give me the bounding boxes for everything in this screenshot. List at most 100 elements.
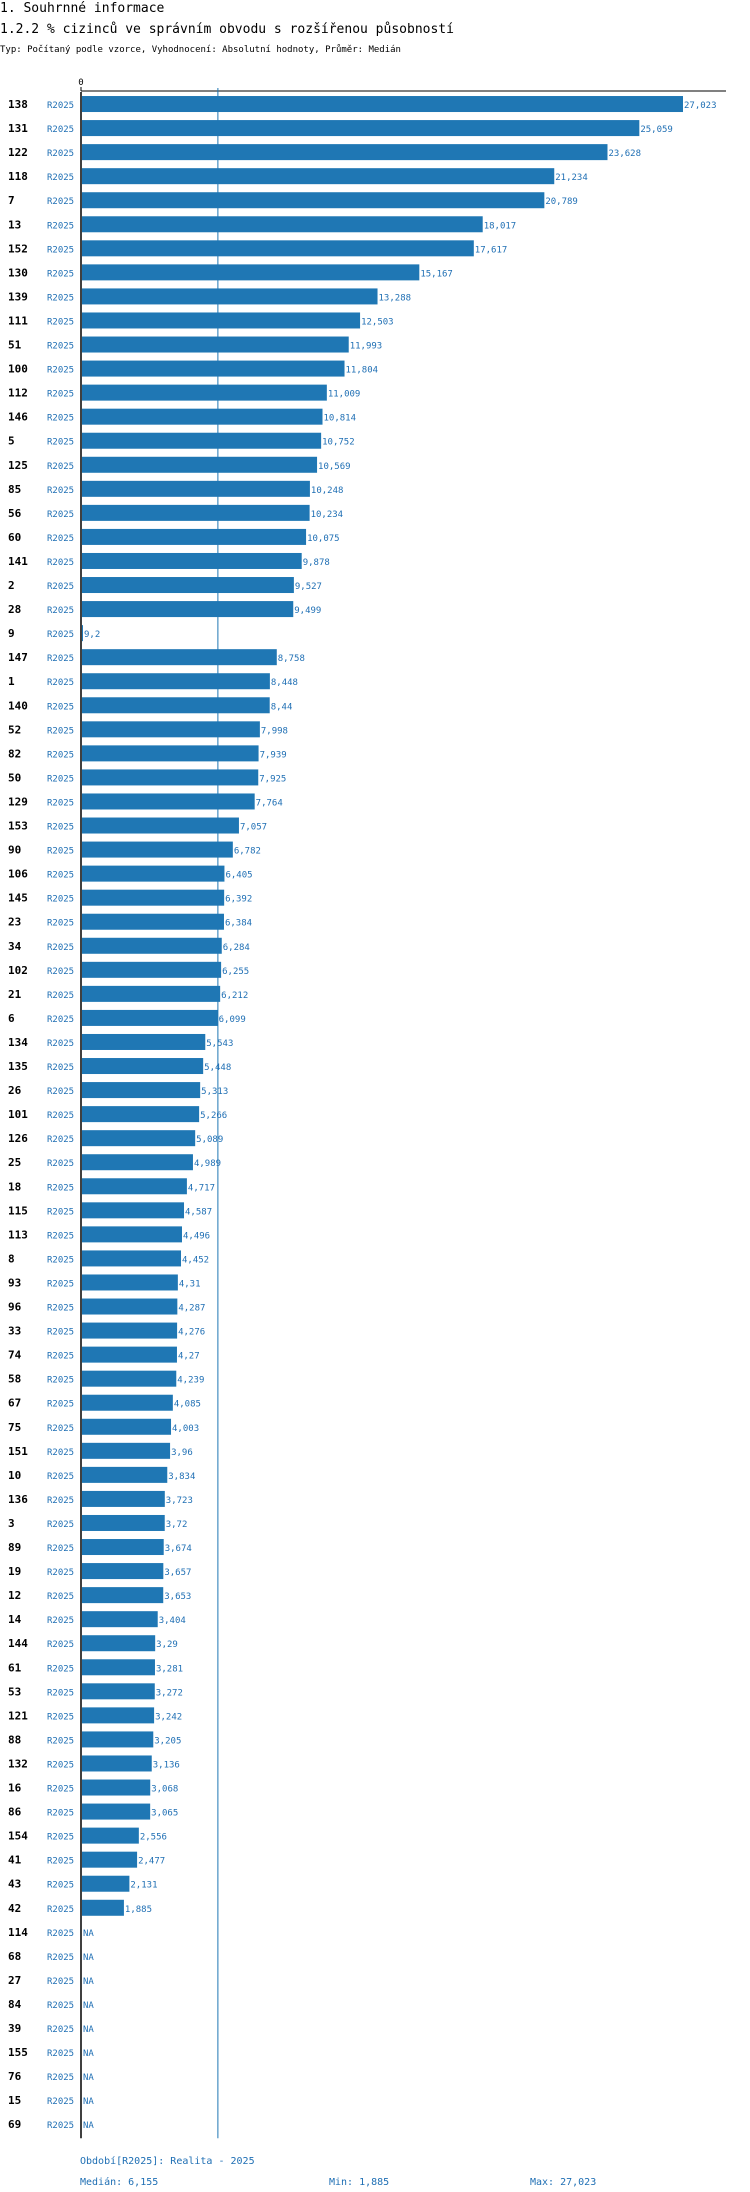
value-label: 8,758 bbox=[278, 654, 305, 664]
value-label: 18,017 bbox=[484, 221, 517, 231]
value-label: 9,527 bbox=[295, 582, 322, 592]
bar bbox=[82, 360, 345, 377]
series-label: R2025 bbox=[47, 1640, 74, 1650]
value-label: 25,059 bbox=[640, 125, 673, 135]
bar bbox=[82, 1394, 173, 1411]
value-label: 9,499 bbox=[294, 606, 321, 616]
value-label: 10,814 bbox=[324, 414, 357, 424]
series-label: R2025 bbox=[47, 125, 74, 135]
value-label: 6,099 bbox=[219, 1015, 246, 1025]
value-label: 3,72 bbox=[166, 1520, 188, 1530]
bar bbox=[82, 168, 555, 185]
bar bbox=[82, 1539, 164, 1556]
series-label: R2025 bbox=[47, 654, 74, 664]
value-label: 3,29 bbox=[156, 1640, 178, 1650]
series-label: R2025 bbox=[47, 1159, 74, 1169]
category-label: 27 bbox=[8, 1974, 21, 1987]
bar bbox=[82, 528, 307, 545]
value-label: 8,448 bbox=[271, 678, 298, 688]
category-label: 113 bbox=[8, 1228, 28, 1241]
value-label: 4,31 bbox=[179, 1279, 201, 1289]
value-label: 7,998 bbox=[261, 726, 288, 736]
value-label: 5,543 bbox=[206, 1039, 233, 1049]
bar bbox=[82, 649, 277, 666]
bar bbox=[82, 96, 683, 113]
category-label: 88 bbox=[8, 1733, 21, 1746]
value-label: 3,065 bbox=[151, 1809, 178, 1819]
bar bbox=[82, 1635, 156, 1652]
bar bbox=[82, 1683, 155, 1700]
series-label: R2025 bbox=[47, 438, 74, 448]
value-label: 3,136 bbox=[153, 1760, 180, 1770]
value-label: NA bbox=[83, 2049, 94, 2059]
bar bbox=[82, 1106, 200, 1123]
value-label: 21,234 bbox=[555, 173, 588, 183]
category-label: 7 bbox=[8, 194, 15, 207]
series-label: R2025 bbox=[47, 462, 74, 472]
bar bbox=[82, 889, 225, 906]
value-label: 3,404 bbox=[159, 1616, 186, 1626]
value-label: 20,789 bbox=[545, 197, 578, 207]
category-label: 152 bbox=[8, 242, 28, 255]
series-label: R2025 bbox=[47, 221, 74, 231]
category-label: 74 bbox=[8, 1349, 22, 1362]
series-label: R2025 bbox=[47, 1328, 74, 1338]
series-label: R2025 bbox=[47, 1760, 74, 1770]
series-label: R2025 bbox=[47, 871, 74, 881]
bar bbox=[82, 1466, 168, 1483]
footer-median: Medián: 6,155 bbox=[80, 2177, 159, 2188]
series-label: R2025 bbox=[47, 1616, 74, 1626]
series-label: R2025 bbox=[47, 390, 74, 400]
value-label: NA bbox=[83, 2025, 94, 2035]
series-label: R2025 bbox=[47, 1905, 74, 1915]
series-label: R2025 bbox=[47, 1544, 74, 1554]
bar bbox=[82, 673, 270, 690]
value-label: NA bbox=[83, 1953, 94, 1963]
value-label: 6,782 bbox=[234, 847, 261, 857]
bar bbox=[82, 264, 420, 281]
value-label: 3,834 bbox=[168, 1472, 195, 1482]
series-label: R2025 bbox=[47, 798, 74, 808]
series-label: R2025 bbox=[47, 2121, 74, 2131]
series-label: R2025 bbox=[47, 1063, 74, 1073]
value-label: 3,96 bbox=[171, 1448, 193, 1458]
category-label: 3 bbox=[8, 1517, 15, 1530]
value-label: 3,281 bbox=[156, 1664, 183, 1674]
value-label: 4,717 bbox=[188, 1183, 215, 1193]
value-label: 4,27 bbox=[178, 1352, 200, 1362]
series-label: R2025 bbox=[47, 2025, 74, 2035]
bar bbox=[82, 1659, 155, 1676]
series-label: R2025 bbox=[47, 101, 74, 111]
bar bbox=[82, 288, 378, 305]
bar bbox=[82, 144, 608, 161]
bar bbox=[82, 1779, 151, 1796]
value-label: 10,075 bbox=[307, 534, 340, 544]
series-label: R2025 bbox=[47, 702, 74, 712]
value-label: 5,448 bbox=[204, 1063, 231, 1073]
bar bbox=[82, 1899, 124, 1916]
value-label: 7,939 bbox=[260, 750, 287, 760]
value-label: 3,272 bbox=[156, 1688, 183, 1698]
bar bbox=[82, 384, 327, 401]
value-label: 3,653 bbox=[164, 1592, 191, 1602]
series-label: R2025 bbox=[47, 726, 74, 736]
series-label: R2025 bbox=[47, 317, 74, 327]
value-label: 4,239 bbox=[177, 1376, 204, 1386]
bar bbox=[82, 1154, 193, 1171]
series-label: R2025 bbox=[47, 1087, 74, 1097]
category-label: 68 bbox=[8, 1950, 21, 1963]
category-label: 135 bbox=[8, 1060, 28, 1073]
bar bbox=[82, 1370, 177, 1387]
value-label: 4,989 bbox=[194, 1159, 221, 1169]
value-label: 4,587 bbox=[185, 1207, 212, 1217]
series-label: R2025 bbox=[47, 895, 74, 905]
category-label: 101 bbox=[8, 1108, 28, 1121]
value-label: 3,723 bbox=[166, 1496, 193, 1506]
series-label: R2025 bbox=[47, 510, 74, 520]
bar bbox=[82, 216, 483, 233]
category-label: 41 bbox=[8, 1854, 22, 1867]
category-label: 154 bbox=[8, 1830, 28, 1843]
category-label: 39 bbox=[8, 2022, 21, 2035]
category-label: 8 bbox=[8, 1252, 15, 1265]
category-label: 61 bbox=[8, 1661, 22, 1674]
